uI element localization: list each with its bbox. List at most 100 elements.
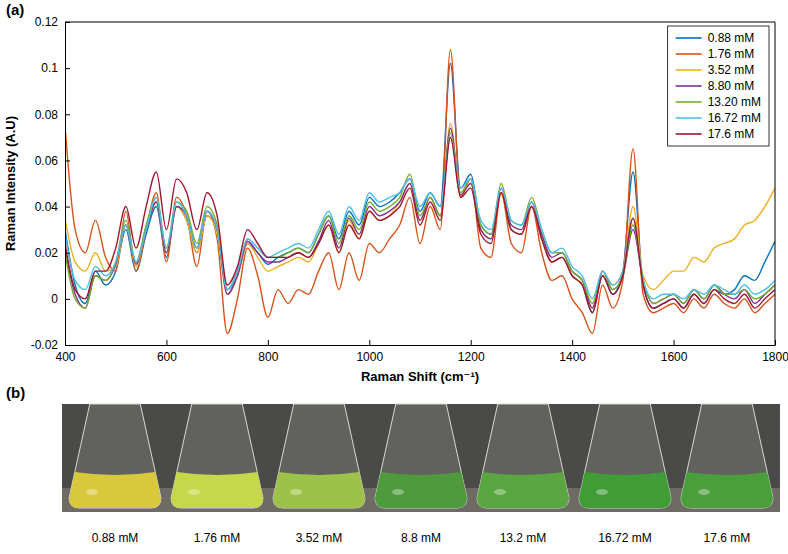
flask-highlight xyxy=(290,489,302,495)
y-tick-label: 0.06 xyxy=(35,154,59,168)
y-tick-label: 0.08 xyxy=(35,108,59,122)
frame-top xyxy=(65,22,775,23)
x-tick: 1600 xyxy=(661,340,688,364)
spectrum-line xyxy=(65,137,775,312)
legend-item: 1.76 mM xyxy=(676,47,755,61)
flask xyxy=(681,404,773,508)
legend-swatch xyxy=(676,117,702,119)
x-tick-label: 1600 xyxy=(661,350,688,364)
x-tick: 1400 xyxy=(559,340,586,364)
x-tick: 800 xyxy=(258,340,278,364)
flask-highlight xyxy=(188,489,200,495)
legend-swatch xyxy=(676,133,702,135)
flask-glass xyxy=(375,404,467,508)
x-tick-mark xyxy=(572,340,573,345)
flask-liquid xyxy=(681,472,773,508)
panel-label: (b) xyxy=(6,384,25,401)
flask xyxy=(171,404,263,508)
flask-glass xyxy=(579,404,671,508)
x-tick-label: 1000 xyxy=(356,350,383,364)
flask-liquid xyxy=(171,472,263,508)
photo-caption: 1.76 mM xyxy=(194,531,241,545)
legend-item: 3.52 mM xyxy=(676,63,755,77)
legend-item: 13.20 mM xyxy=(676,95,761,109)
legend-swatch xyxy=(676,85,702,87)
legend-item: 17.6 mM xyxy=(676,127,755,141)
y-tick-label: 0.1 xyxy=(41,61,58,75)
legend-swatch xyxy=(676,101,702,103)
y-tick-label: 0.12 xyxy=(35,15,59,29)
legend-item: 16.72 mM xyxy=(676,111,761,125)
y-tick-mark xyxy=(65,345,70,346)
x-tick-label: 600 xyxy=(157,350,177,364)
photo-background xyxy=(62,404,780,512)
flask-highlight xyxy=(392,489,404,495)
legend-label: 0.88 mM xyxy=(708,31,755,45)
x-tick-mark xyxy=(268,340,269,345)
y-tick-mark xyxy=(65,253,70,254)
legend-label: 16.72 mM xyxy=(708,111,761,125)
flask-liquid xyxy=(477,472,569,508)
flask-highlight xyxy=(494,489,506,495)
x-tick-label: 1200 xyxy=(458,350,485,364)
spectrum-line xyxy=(65,124,775,309)
photo-caption: 17.6 mM xyxy=(704,531,751,545)
y-tick-label: 0 xyxy=(51,292,58,306)
x-axis-title: Raman Shift (cm⁻¹) xyxy=(361,369,479,384)
legend-label: 1.76 mM xyxy=(708,47,755,61)
x-tick-mark xyxy=(674,340,675,345)
x-axis-line xyxy=(66,345,776,346)
legend-label: 3.52 mM xyxy=(708,63,755,77)
legend-swatch xyxy=(676,53,702,55)
legend-item: 8.80 mM xyxy=(676,79,755,93)
flask-glass xyxy=(69,404,161,508)
x-tick-mark xyxy=(166,340,167,345)
y-tick-mark xyxy=(65,114,70,115)
x-axis: 400 600 800 1000 1200 1400 1600 1800 xyxy=(55,340,788,364)
flask xyxy=(375,404,467,508)
y-tick: 0.12 xyxy=(35,15,70,29)
x-tick-label: 800 xyxy=(258,350,278,364)
legend-label: 17.6 mM xyxy=(708,127,755,141)
flask xyxy=(477,404,569,508)
y-tick: 0.1 xyxy=(41,61,70,75)
y-tick: 0.04 xyxy=(35,200,70,214)
flask-liquid xyxy=(69,472,161,508)
photo-caption: 0.88 mM xyxy=(92,531,139,545)
photo-caption: 8.8 mM xyxy=(401,531,441,545)
x-tick-mark xyxy=(471,340,472,345)
x-tick-label: 1800 xyxy=(762,350,788,364)
legend-label: 13.20 mM xyxy=(708,95,761,109)
flask-glass xyxy=(477,404,569,508)
legend: 0.88 mM 1.76 mM 3.52 mM 8.80 mM 13.20 mM 16.7… xyxy=(668,26,769,146)
y-tick-label: -0.02 xyxy=(31,338,59,352)
flask-liquid xyxy=(273,472,365,508)
legend-label: 8.80 mM xyxy=(708,79,755,93)
flask-liquid xyxy=(579,472,671,508)
x-tick-label: 400 xyxy=(55,350,75,364)
y-tick-label: 0.02 xyxy=(35,246,59,260)
flask xyxy=(579,404,671,508)
spectrum-line xyxy=(65,133,775,308)
legend-swatch xyxy=(676,37,702,39)
flask-glass xyxy=(681,404,773,508)
flask-highlight xyxy=(698,489,710,495)
spectrum-line xyxy=(65,128,775,308)
x-tick: 1200 xyxy=(458,340,485,364)
y-axis-title: Raman Intensity (A.U) xyxy=(3,116,18,251)
frame-right xyxy=(775,22,776,345)
x-tick-label: 1400 xyxy=(559,350,586,364)
x-tick: 600 xyxy=(157,340,177,364)
flask xyxy=(273,404,365,508)
photo-caption: 16.72 mM xyxy=(598,531,651,545)
y-tick: 0.06 xyxy=(35,154,70,168)
flask xyxy=(69,404,161,508)
flask-glass xyxy=(273,404,365,508)
y-axis-line xyxy=(65,23,66,346)
panel-label: (a) xyxy=(6,1,24,18)
legend-item: 0.88 mM xyxy=(676,31,755,45)
y-tick-mark xyxy=(65,299,70,300)
plot-background xyxy=(65,22,775,345)
x-tick-mark xyxy=(369,340,370,345)
y-tick: 0.08 xyxy=(35,108,70,122)
